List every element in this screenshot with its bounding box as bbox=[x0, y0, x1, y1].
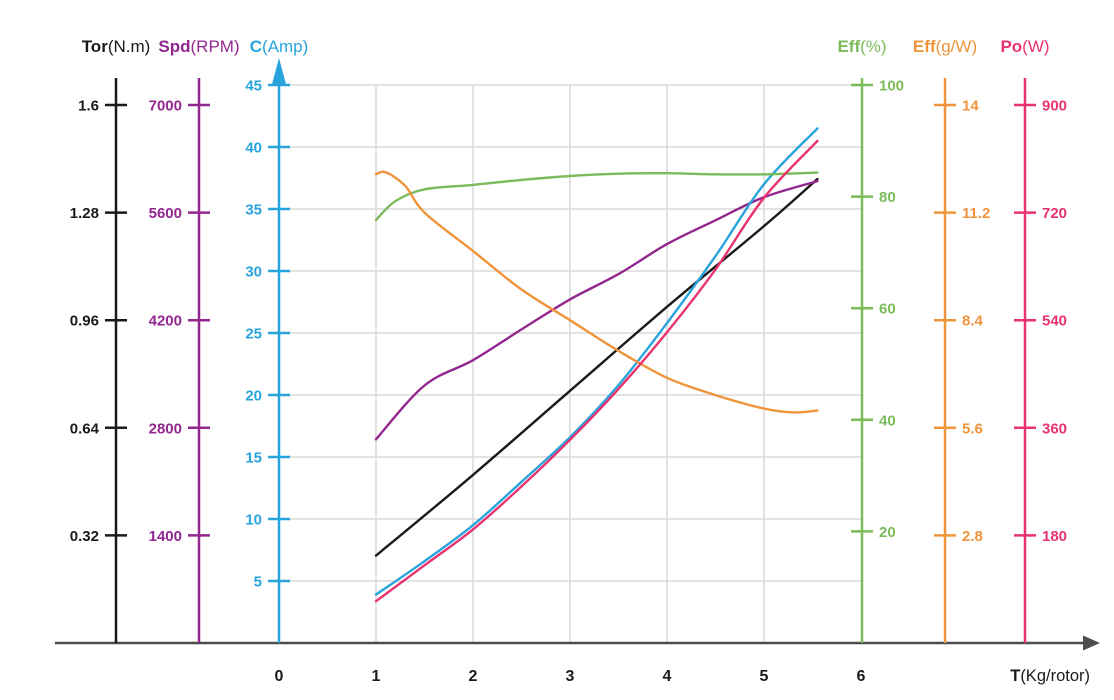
eff_pct-axis-title-bold: Eff bbox=[837, 37, 860, 56]
power-curve bbox=[374, 139, 819, 603]
gridlines bbox=[279, 84, 862, 643]
spd-axis-title-bold: Spd bbox=[158, 37, 190, 56]
eff_gw-axis: 2.8 5.6 8.4 11.2 14 Eff(g/W) bbox=[913, 37, 990, 643]
po-axis-title-bold: Po bbox=[1000, 37, 1022, 56]
x-axis-title: T(Kg/rotor) bbox=[1010, 667, 1090, 685]
tor-axis-title: Tor(N.m) bbox=[82, 37, 151, 56]
spd-axis: 1400 2800 4200 5600 7000 Spd(RPM) bbox=[149, 37, 240, 643]
c-tick-label: 15 bbox=[245, 450, 262, 467]
eff_pct-tick-label: 20 bbox=[879, 524, 896, 541]
po-axis-title: Po(W) bbox=[1000, 37, 1049, 56]
tor-tick-label: 0.64 bbox=[70, 420, 100, 437]
x-tick-label: 3 bbox=[566, 668, 575, 685]
x-tick-label: 0 bbox=[275, 668, 284, 685]
eff_pct-tick-label: 60 bbox=[879, 301, 896, 318]
spd-tick-label: 2800 bbox=[149, 420, 182, 437]
eff_gw-axis-title-rest: (g/W) bbox=[936, 37, 978, 56]
speed-curve bbox=[374, 179, 819, 441]
spd-axis-title: Spd(RPM) bbox=[158, 37, 239, 56]
spd-tick-label: 7000 bbox=[149, 98, 182, 115]
x-tick-label: 5 bbox=[760, 668, 769, 685]
c-tick-label: 20 bbox=[245, 388, 262, 405]
c-tick-label: 45 bbox=[245, 78, 262, 95]
c-tick-label: 25 bbox=[245, 326, 262, 343]
spd-axis-title-rest: (RPM) bbox=[191, 37, 240, 56]
c-axis-title-bold: C bbox=[250, 37, 262, 56]
tor-tick-label: 1.28 bbox=[70, 205, 99, 222]
eff_pct-tick-label: 40 bbox=[879, 412, 896, 429]
tor-axis-title-rest: (N.m) bbox=[108, 37, 150, 56]
po-tick-label: 180 bbox=[1042, 528, 1067, 545]
tor-tick-label: 0.32 bbox=[70, 528, 99, 545]
torque-curve bbox=[374, 177, 819, 557]
eff_gw-tick-label: 5.6 bbox=[962, 420, 983, 437]
spd-tick-label: 1400 bbox=[149, 528, 182, 545]
c-axis-title: C(Amp) bbox=[250, 37, 309, 56]
current-curve bbox=[374, 127, 819, 596]
po-tick-label: 360 bbox=[1042, 420, 1067, 437]
po-tick-label: 900 bbox=[1042, 98, 1067, 115]
x-axis-title-rest: (Kg/rotor) bbox=[1020, 667, 1090, 685]
series-curves bbox=[374, 127, 819, 603]
spd-tick-label: 4200 bbox=[149, 313, 182, 330]
po-axis: 180 360 540 720 900 Po(W) bbox=[1000, 37, 1067, 643]
spd-tick-label: 5600 bbox=[149, 205, 182, 222]
eff_gw-axis-title-bold: Eff bbox=[913, 37, 936, 56]
c-tick-label: 30 bbox=[245, 264, 262, 281]
eff_gw-tick-label: 2.8 bbox=[962, 528, 983, 545]
eff_gw-axis-title: Eff(g/W) bbox=[913, 37, 977, 56]
eff_gw-tick-label: 14 bbox=[962, 98, 979, 115]
po-tick-label: 720 bbox=[1042, 205, 1067, 222]
eff_pct-tick-label: 100 bbox=[879, 78, 904, 95]
c-axis-arrowhead bbox=[271, 58, 287, 86]
c-tick-label: 40 bbox=[245, 140, 262, 157]
tor-axis-title-bold: Tor bbox=[82, 37, 109, 56]
po-axis-title-rest: (W) bbox=[1022, 37, 1049, 56]
efficiency-gw-curve bbox=[374, 170, 819, 414]
eff_gw-tick-label: 11.2 bbox=[962, 205, 990, 222]
c-tick-label: 35 bbox=[245, 202, 262, 219]
eff_pct-tick-label: 80 bbox=[879, 189, 896, 206]
eff_pct-axis-title-rest: (%) bbox=[860, 37, 886, 56]
x-axis-arrowhead bbox=[1083, 635, 1100, 651]
eff_pct-axis: 20 40 60 80 100 Eff(%) bbox=[837, 37, 904, 643]
x-axis: 0 1 2 3 4 5 6 T(Kg/rotor) bbox=[55, 635, 1100, 685]
po-tick-label: 540 bbox=[1042, 313, 1067, 330]
tor-tick-label: 0.96 bbox=[70, 313, 99, 330]
tor-tick-label: 1.6 bbox=[78, 98, 99, 115]
x-tick-label: 4 bbox=[663, 668, 672, 685]
x-tick-label: 1 bbox=[372, 668, 381, 685]
x-tick-label: 2 bbox=[469, 668, 478, 685]
tor-axis: 0.32 0.64 0.96 1.28 1.6 Tor(N.m) bbox=[70, 37, 151, 643]
c-axis: 5 10 15 20 25 30 35 40 45 C(Amp) bbox=[245, 37, 308, 643]
eff_gw-tick-label: 8.4 bbox=[962, 313, 984, 330]
c-axis-title-rest: (Amp) bbox=[262, 37, 308, 56]
c-tick-label: 5 bbox=[254, 574, 262, 591]
x-axis-title-bold: T bbox=[1010, 667, 1020, 685]
x-tick-label: 6 bbox=[857, 668, 866, 685]
eff_pct-axis-title: Eff(%) bbox=[837, 37, 886, 56]
efficiency-pct-curve bbox=[374, 171, 819, 222]
c-tick-label: 10 bbox=[245, 512, 262, 529]
